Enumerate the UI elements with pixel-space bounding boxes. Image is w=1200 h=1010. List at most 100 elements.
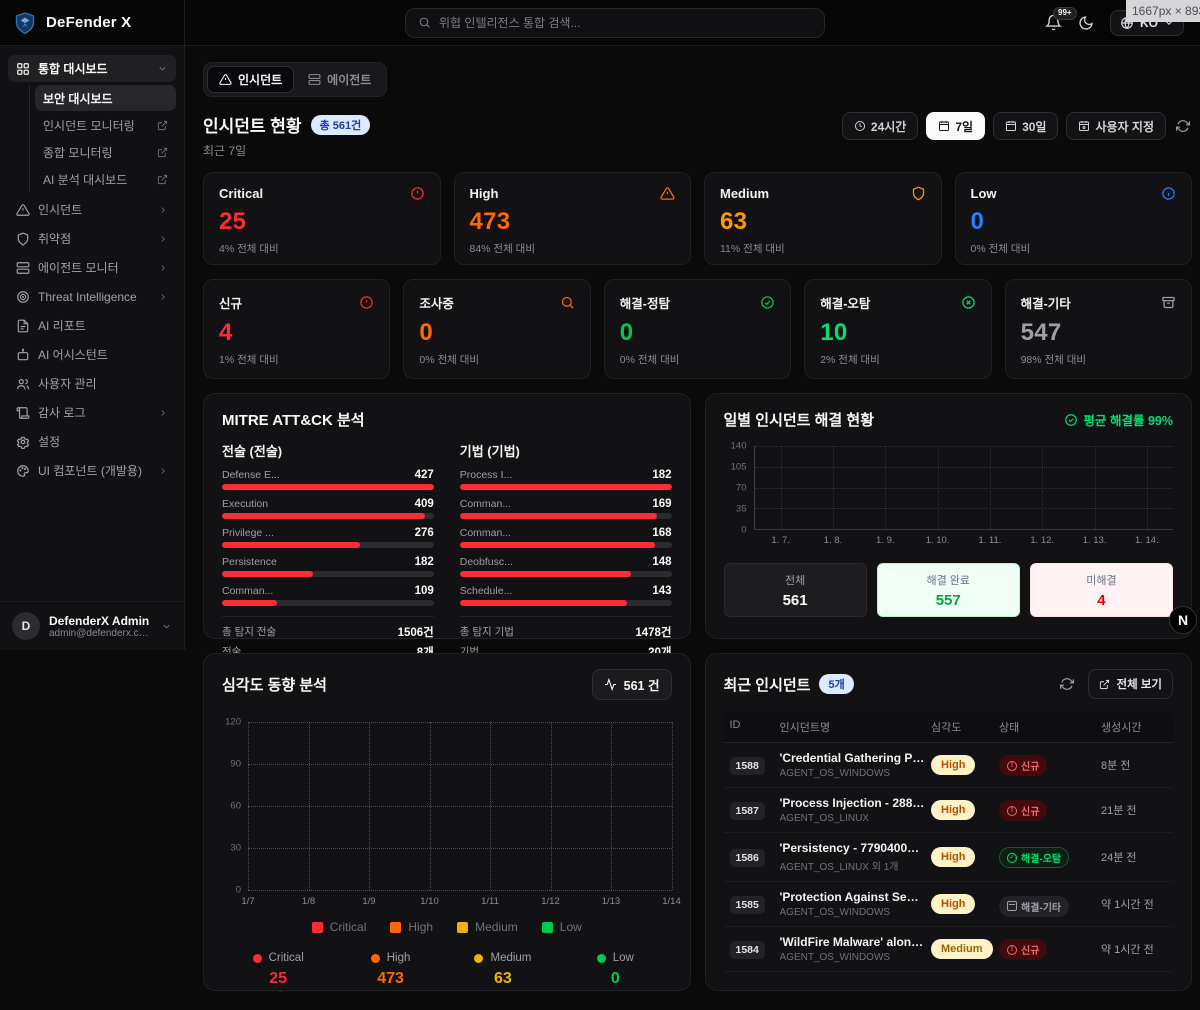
trend-panel-title: 심각도 동향 분석: [222, 677, 327, 694]
stat-label: 미해결: [1086, 574, 1117, 587]
x-tick-label: 1. 10.: [925, 535, 950, 546]
gridline-horizontal: [754, 487, 1173, 489]
range-custom-button[interactable]: 사용자 지정: [1066, 112, 1166, 140]
external-link-icon: [157, 147, 168, 157]
bar-fill: [459, 513, 657, 519]
check-circle-icon: [760, 295, 775, 310]
recent-incidents-panel: 최근 인시던트 5개 전체 보기 ID 인시던트명 심각: [704, 653, 1192, 991]
card-subtext: 1% 전체 대비: [219, 354, 279, 366]
legend-item: Low: [541, 920, 582, 934]
legend-label: Medium: [475, 920, 518, 934]
sidebar-item-overall-monitoring[interactable]: 종합 모니터링: [35, 139, 176, 165]
range-24h-button[interactable]: 24시간: [841, 112, 919, 140]
sidebar-item-ai-report[interactable]: AI 리포트: [8, 312, 176, 339]
incident-name: 'Process Injection - 28896503...: [779, 796, 926, 810]
mitre-tactics-column: 전술 (전술) Defense E... 427: [222, 441, 434, 664]
sidebar-item-user-management[interactable]: 사용자 관리: [8, 370, 176, 397]
check-circle-icon: [1064, 413, 1077, 426]
mitre-bar-row: Schedule... 143: [459, 585, 672, 606]
alert-circle-icon: [359, 295, 374, 310]
users-icon: [16, 378, 30, 389]
notifications-button[interactable]: 99+: [1045, 7, 1077, 31]
bar-fill: [459, 484, 672, 490]
x-tick-label: 1/14: [662, 896, 681, 907]
bar-value: 276: [414, 527, 434, 539]
view-tabs: 인시던트 에이전트: [203, 62, 388, 97]
chevron-down-icon: [1166, 20, 1172, 25]
sidebar-item-incident-monitoring[interactable]: 인시던트 모니터링: [35, 112, 176, 138]
stat-value: 4: [1097, 591, 1106, 609]
warning-triangle-icon: [16, 203, 30, 216]
range-7d-button[interactable]: 7일: [926, 112, 986, 140]
x-tick-label: 1. 7.: [771, 535, 790, 546]
x-tick-label: 1/10: [420, 896, 439, 907]
status-icon: [1007, 760, 1017, 771]
search-input[interactable]: [439, 15, 812, 30]
user-profile[interactable]: D DefenderX Admin admin@defenderx.com: [0, 601, 184, 650]
sidebar-item-ai-assistant[interactable]: AI 어시스턴트: [8, 341, 176, 368]
tab-incidents[interactable]: 인시던트: [207, 66, 295, 93]
sidebar-item-incidents[interactable]: 인시던트: [8, 196, 176, 223]
trend-chart-plot: 1/7 1/8 1/9 1/10 1/11 1/12 1/13 1/14: [241, 722, 681, 907]
chevron-down-icon: [163, 624, 170, 629]
created-time: 약 1시간 전: [1101, 899, 1154, 911]
bar-label: Comman...: [222, 585, 274, 597]
gridline-vertical: [1094, 446, 1096, 529]
trend-chart: 120 90 60 30 0 1/7 1/8 1/9 1/10 1/11 1/12 1/13 1/14: [222, 717, 681, 908]
refresh-button[interactable]: [1174, 119, 1192, 133]
card-subtext: 0% 전체 대비: [419, 354, 480, 366]
card-label: 해결-기타: [1020, 297, 1071, 311]
incident-agent: AGENT_OS_WINDOWS: [779, 907, 891, 918]
table-body: 1588 'Credential Gathering Protecti... A…: [723, 743, 1173, 972]
mitre-bar-row: Privilege ... 276: [222, 527, 434, 548]
sidebar-item-agent-monitor[interactable]: 에이전트 모니터: [8, 254, 176, 281]
middle-panels: MITRE ATT&CK 분석 전술 (전술) Defense E... 427: [203, 393, 1192, 659]
mitre-bar-row: Process I... 182: [459, 469, 672, 490]
gridline-vertical: [550, 722, 552, 890]
mitre-bar-row: Defense E... 427: [222, 469, 434, 490]
x-circle-icon: [961, 295, 976, 310]
sidebar-item-settings[interactable]: 설정: [8, 428, 176, 455]
sidebar-item-label: UI 컴포넌트 (개발용): [38, 464, 142, 478]
bar-track: [222, 513, 434, 519]
table-row[interactable]: 1588 'Credential Gathering Protecti... A…: [723, 743, 1173, 788]
dark-mode-toggle[interactable]: [1078, 15, 1094, 31]
sidebar-item-audit-log[interactable]: 감사 로그: [8, 399, 176, 426]
legend-swatch: [390, 921, 402, 933]
bar-fill: [222, 571, 314, 577]
sidebar-item-threat-intelligence[interactable]: Threat Intelligence: [8, 283, 176, 310]
chevron-right-icon: [161, 235, 165, 242]
tab-agents[interactable]: 에이전트: [296, 66, 383, 93]
sidebar-item-vulnerabilities[interactable]: 취약점: [8, 225, 176, 252]
bar-value: 143: [652, 585, 672, 597]
range-30d-button[interactable]: 30일: [993, 112, 1059, 140]
table-row[interactable]: 1587 'Process Injection - 28896503... AG…: [723, 788, 1173, 833]
sidebar-item-ui-components[interactable]: UI 컴포넌트 (개발용): [8, 457, 176, 484]
mitre-panel: MITRE ATT&CK 분석 전술 (전술) Defense E... 427: [203, 393, 691, 659]
x-tick-label: 1. 12.: [1030, 535, 1055, 546]
mitre-bar-row: Comman... 109: [222, 585, 434, 606]
sidebar-item-dashboard-group[interactable]: 통합 대시보드: [8, 55, 176, 82]
table-row[interactable]: 1585 'Protection Against Security M... A…: [723, 882, 1173, 927]
nextjs-dev-indicator[interactable]: N: [1169, 606, 1197, 634]
table-row[interactable]: 1586 'Persistency - 779040014' alo... AG…: [723, 833, 1173, 882]
sidebar-item-security-dashboard[interactable]: 보안 대시보드: [35, 85, 176, 111]
table-row[interactable]: 1584 'WildFire Malware' along with ... A…: [723, 927, 1173, 972]
chevron-right-icon: [161, 293, 165, 300]
recent-refresh-button[interactable]: [1058, 677, 1076, 691]
tactics-column-title: 전술 (전술): [222, 444, 283, 459]
view-all-button[interactable]: 전체 보기: [1088, 669, 1173, 699]
global-search[interactable]: [405, 7, 825, 38]
card-subtext: 11% 전체 대비: [720, 243, 785, 255]
sidebar-item-ai-analytics-dashboard[interactable]: AI 분석 대시보드: [35, 166, 176, 192]
avg-resolution-rate: 평균 해결률 99%: [1064, 410, 1173, 429]
brand[interactable]: DeFender X: [0, 0, 185, 45]
page-header: 인시던트 현황 총 561건 최근 7일 24시간 7일 30일 사용자 지정: [203, 112, 1192, 159]
severity-badge: High: [931, 800, 976, 820]
card-value: 0: [970, 208, 985, 235]
trend-chart-yaxis: 120 90 60 30 0: [222, 717, 248, 896]
bar-value: 427: [414, 469, 434, 481]
trend-legend: Critical High Medium Low: [222, 920, 672, 934]
trend-count-badge: 561 건: [591, 669, 672, 700]
gridline-horizontal: [754, 466, 1173, 468]
